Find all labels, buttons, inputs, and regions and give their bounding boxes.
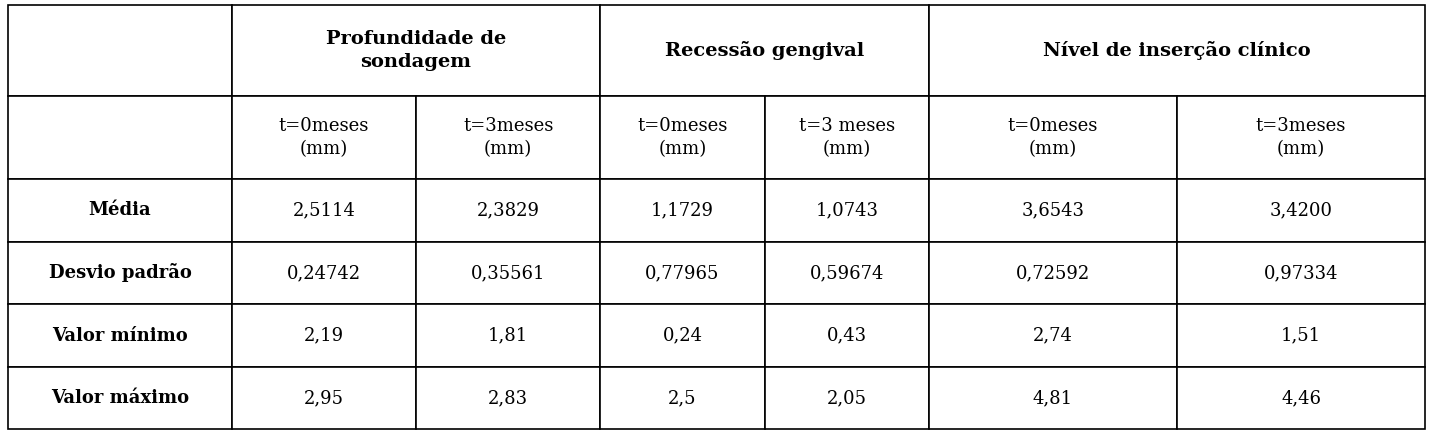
Text: 0,59674: 0,59674 xyxy=(810,264,884,282)
Text: t=0meses
(mm): t=0meses (mm) xyxy=(638,117,728,158)
Bar xyxy=(1176,304,1424,367)
Text: 2,05: 2,05 xyxy=(827,389,867,407)
Bar xyxy=(929,179,1176,242)
Text: 1,1729: 1,1729 xyxy=(651,201,714,219)
Bar xyxy=(416,304,600,367)
Bar xyxy=(600,367,765,429)
Bar xyxy=(416,96,600,179)
Bar xyxy=(416,179,600,242)
Text: Valor mínimo: Valor mínimo xyxy=(52,327,188,345)
Text: Valor máximo: Valor máximo xyxy=(52,389,189,407)
Text: 2,19: 2,19 xyxy=(304,327,344,345)
Text: t=0meses
(mm): t=0meses (mm) xyxy=(279,117,370,158)
Bar xyxy=(600,5,929,96)
Text: 2,95: 2,95 xyxy=(304,389,344,407)
Text: t=3 meses
(mm): t=3 meses (mm) xyxy=(798,117,896,158)
Bar xyxy=(1176,367,1424,429)
Bar xyxy=(9,304,232,367)
Bar xyxy=(416,367,600,429)
Bar xyxy=(9,367,232,429)
Bar xyxy=(232,96,416,179)
Bar xyxy=(600,179,765,242)
Text: 0,97334: 0,97334 xyxy=(1264,264,1338,282)
Bar xyxy=(765,242,929,304)
Text: 4,46: 4,46 xyxy=(1281,389,1321,407)
Bar xyxy=(765,304,929,367)
Bar xyxy=(9,179,232,242)
Bar xyxy=(600,242,765,304)
Bar xyxy=(232,242,416,304)
Text: Nível de inserção clínico: Nível de inserção clínico xyxy=(1043,41,1311,60)
Bar xyxy=(765,96,929,179)
Bar xyxy=(1176,242,1424,304)
Text: 3,4200: 3,4200 xyxy=(1270,201,1333,219)
Bar xyxy=(929,367,1176,429)
Bar xyxy=(9,242,232,304)
Text: 4,81: 4,81 xyxy=(1033,389,1073,407)
Bar xyxy=(929,96,1176,179)
Text: 3,6543: 3,6543 xyxy=(1022,201,1085,219)
Text: Desvio padrão: Desvio padrão xyxy=(49,263,192,283)
Text: Profundidade de
sondagem: Profundidade de sondagem xyxy=(325,30,506,71)
Text: t=3meses
(mm): t=3meses (mm) xyxy=(463,117,553,158)
Text: 2,83: 2,83 xyxy=(489,389,529,407)
Text: 0,24742: 0,24742 xyxy=(287,264,361,282)
Bar xyxy=(765,179,929,242)
Text: 0,77965: 0,77965 xyxy=(645,264,719,282)
Text: 0,43: 0,43 xyxy=(827,327,867,345)
Text: 0,35561: 0,35561 xyxy=(471,264,546,282)
Bar xyxy=(232,304,416,367)
Bar xyxy=(929,304,1176,367)
Bar xyxy=(765,367,929,429)
Text: 1,81: 1,81 xyxy=(489,327,529,345)
Bar xyxy=(232,367,416,429)
Text: t=3meses
(mm): t=3meses (mm) xyxy=(1255,117,1346,158)
Text: 1,0743: 1,0743 xyxy=(815,201,878,219)
Bar xyxy=(416,242,600,304)
Bar xyxy=(600,96,765,179)
Bar xyxy=(1176,179,1424,242)
Text: 2,74: 2,74 xyxy=(1033,327,1073,345)
Bar xyxy=(9,96,232,179)
Text: 2,3829: 2,3829 xyxy=(477,201,540,219)
Bar xyxy=(929,242,1176,304)
Bar xyxy=(232,5,600,96)
Text: 2,5114: 2,5114 xyxy=(292,201,355,219)
Text: 0,24: 0,24 xyxy=(662,327,702,345)
Bar xyxy=(232,179,416,242)
Text: 1,51: 1,51 xyxy=(1281,327,1321,345)
Bar xyxy=(1176,96,1424,179)
Text: 0,72592: 0,72592 xyxy=(1016,264,1091,282)
Text: 2,5: 2,5 xyxy=(668,389,696,407)
Bar xyxy=(929,5,1424,96)
Bar xyxy=(600,304,765,367)
Bar xyxy=(9,5,232,96)
Text: Média: Média xyxy=(89,201,152,219)
Text: Recessão gengival: Recessão gengival xyxy=(665,41,864,60)
Text: t=0meses
(mm): t=0meses (mm) xyxy=(1007,117,1098,158)
